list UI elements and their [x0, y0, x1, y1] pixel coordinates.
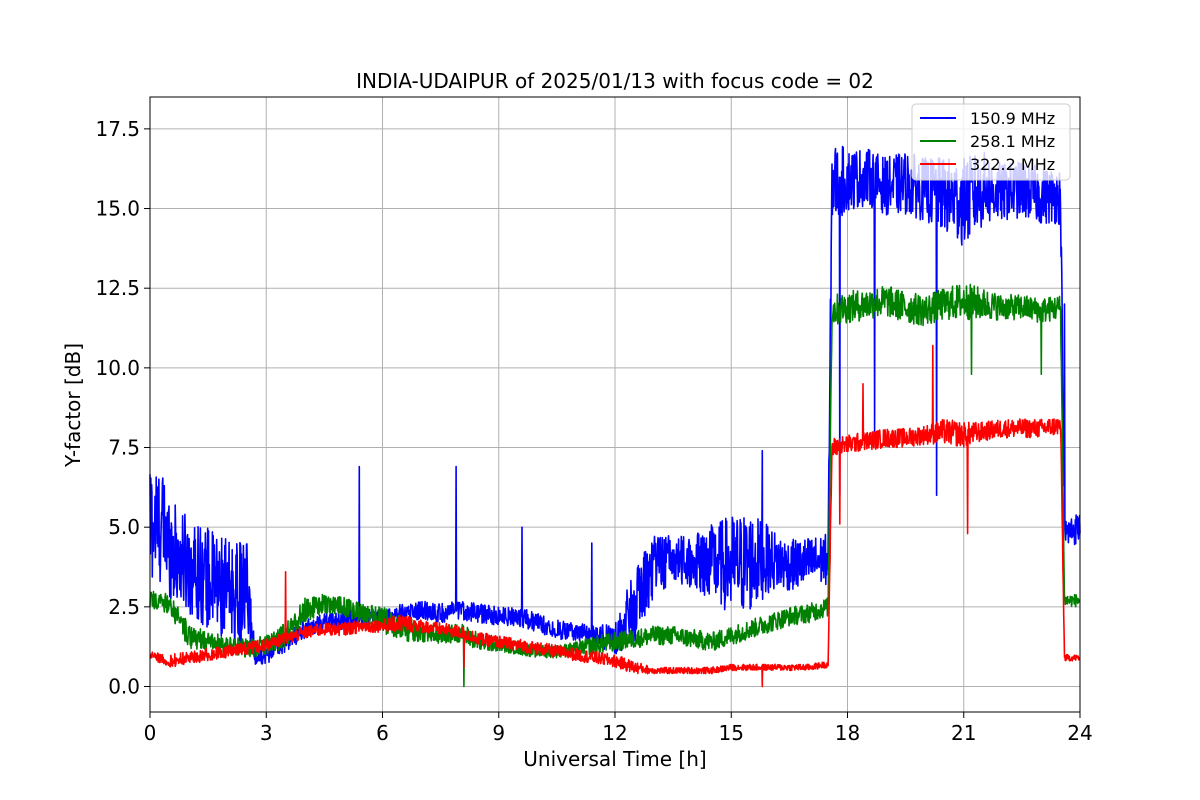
x-tick-label: 12 — [602, 721, 627, 745]
x-tick-label: 18 — [835, 721, 860, 745]
legend-box — [911, 103, 1071, 181]
x-axis-label: Universal Time [h] — [523, 747, 706, 771]
legend-entry: 322.2 MHz — [970, 155, 1055, 174]
ticks: 0 3 6 9 12 15 18 21 24 0.0 2.5 5.0 7.5 10.0 12.5 15.0 17… — [95, 117, 1092, 745]
x-tick-label: 0 — [144, 721, 157, 745]
y-tick-label: 12.5 — [95, 276, 140, 300]
y-tick-label: 10.0 — [95, 356, 140, 380]
y-tick-label: 0.0 — [108, 675, 140, 699]
y-tick-label: 7.5 — [108, 436, 140, 460]
x-tick-label: 15 — [719, 721, 744, 745]
y-tick-label: 2.5 — [108, 595, 140, 619]
series-line-1 — [149, 283, 1081, 688]
x-tick-label: 6 — [376, 721, 389, 745]
legend-entry: 150.9 MHz — [970, 109, 1055, 128]
legend: 150.9 MHz 258.1 MHz 322.2 MHz — [911, 103, 1071, 181]
y-tick-label: 15.0 — [95, 197, 140, 221]
x-tick-label: 21 — [951, 721, 976, 745]
x-tick-label: 9 — [492, 721, 505, 745]
legend-entry: 258.1 MHz — [970, 132, 1055, 151]
series-layer — [149, 145, 1081, 688]
y-axis-label: Y-factor [dB] — [61, 343, 85, 468]
y-tick-label: 5.0 — [108, 515, 140, 539]
x-tick-label: 3 — [260, 721, 273, 745]
chart-title: INDIA-UDAIPUR of 2025/01/13 with focus c… — [356, 69, 874, 93]
series-line-2 — [149, 344, 1081, 688]
x-tick-label: 24 — [1067, 721, 1092, 745]
y-tick-label: 17.5 — [95, 117, 140, 141]
